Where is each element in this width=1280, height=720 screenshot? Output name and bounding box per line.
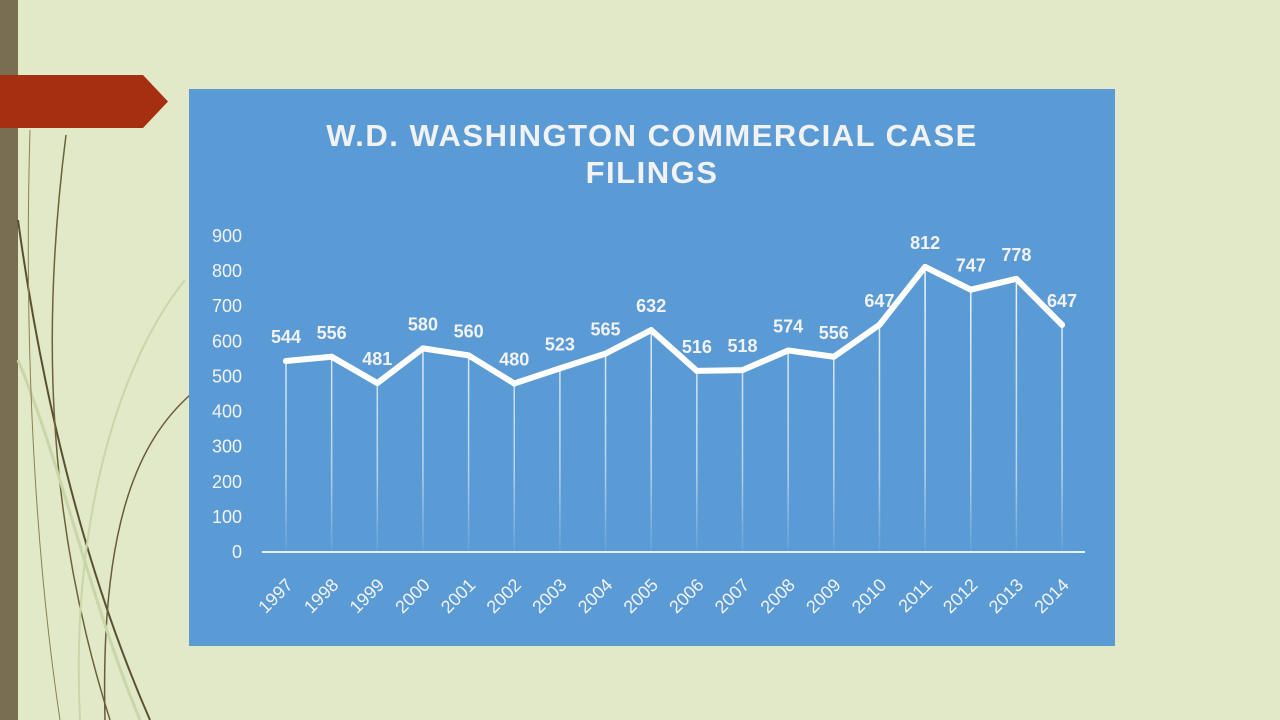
y-tick-label: 500	[212, 366, 242, 386]
data-label: 565	[591, 320, 621, 340]
data-label: 747	[956, 256, 986, 276]
chart-title-line-2: FILINGS	[585, 155, 719, 190]
data-label: 778	[1001, 245, 1031, 265]
x-tick-label: 2001	[437, 575, 479, 617]
x-tick-label: 2013	[985, 575, 1027, 617]
x-tick-label: 1999	[346, 575, 388, 617]
data-point	[693, 367, 700, 374]
data-point	[785, 347, 792, 354]
y-tick-label: 200	[212, 472, 242, 492]
data-label: 812	[910, 233, 940, 253]
x-tick-label: 2007	[711, 575, 753, 617]
data-label: 518	[727, 336, 757, 356]
data-label: 556	[317, 323, 347, 343]
data-point	[419, 345, 426, 352]
data-label: 632	[636, 296, 666, 316]
data-label: 544	[271, 327, 301, 347]
data-point	[967, 286, 974, 293]
y-tick-label: 900	[212, 226, 242, 246]
data-point	[1013, 275, 1020, 282]
y-tick-label: 300	[212, 437, 242, 457]
x-tick-label: 1997	[254, 575, 296, 617]
series-line	[283, 263, 1066, 387]
y-tick-label: 700	[212, 296, 242, 316]
x-tick-label: 1998	[300, 575, 342, 617]
data-point	[830, 353, 837, 360]
data-label: 647	[864, 291, 894, 311]
data-label: 481	[362, 349, 392, 369]
data-label: 580	[408, 314, 438, 334]
data-point	[922, 263, 929, 270]
chart-title-line-1: W.D. WASHINGTON COMMERCIAL CASE	[326, 118, 978, 153]
chart-panel: W.D. WASHINGTON COMMERCIAL CASE FILINGS …	[189, 89, 1115, 646]
y-tick-label: 800	[212, 261, 242, 281]
x-tick-label: 2010	[848, 575, 890, 617]
data-label: 560	[454, 321, 484, 341]
x-tick-label: 2000	[391, 575, 433, 617]
data-label: 647	[1047, 291, 1077, 311]
x-tick-label: 2012	[939, 575, 981, 617]
x-tick-label: 2008	[757, 575, 799, 617]
data-point	[648, 327, 655, 334]
data-label: 480	[499, 349, 529, 369]
data-point	[465, 352, 472, 359]
x-tick-label: 2002	[483, 575, 525, 617]
x-tick-label: 2005	[620, 575, 662, 617]
data-point	[739, 367, 746, 374]
data-label: 556	[819, 323, 849, 343]
data-point	[602, 350, 609, 357]
x-tick-label: 2011	[894, 575, 936, 617]
x-tick-label: 2009	[802, 575, 844, 617]
y-tick-label: 600	[212, 331, 242, 351]
data-label: 516	[682, 337, 712, 357]
data-point	[1059, 321, 1066, 328]
data-point	[283, 357, 289, 364]
y-tick-label: 100	[212, 507, 242, 527]
y-tick-label: 0	[232, 542, 242, 562]
data-point	[328, 353, 335, 360]
red-arrow-shape	[0, 75, 168, 128]
x-tick-label: 2004	[574, 575, 616, 617]
y-tick-label: 400	[212, 402, 242, 422]
data-point	[876, 321, 883, 328]
data-point	[511, 380, 518, 387]
data-point	[374, 380, 381, 387]
x-tick-label: 2006	[665, 575, 707, 617]
data-label: 523	[545, 334, 575, 354]
data-label: 574	[773, 316, 803, 336]
left-accent-bar	[0, 0, 18, 720]
x-tick-label: 2014	[1030, 575, 1072, 617]
data-point	[556, 365, 563, 372]
decorative-curves	[16, 129, 191, 720]
line-chart: 0 100 200 300 400 500 600 700 800 900 544 556 481 580…	[212, 226, 1085, 617]
x-tick-label: 2003	[528, 575, 570, 617]
chart-title: W.D. WASHINGTON COMMERCIAL CASE FILINGS	[189, 117, 1115, 191]
